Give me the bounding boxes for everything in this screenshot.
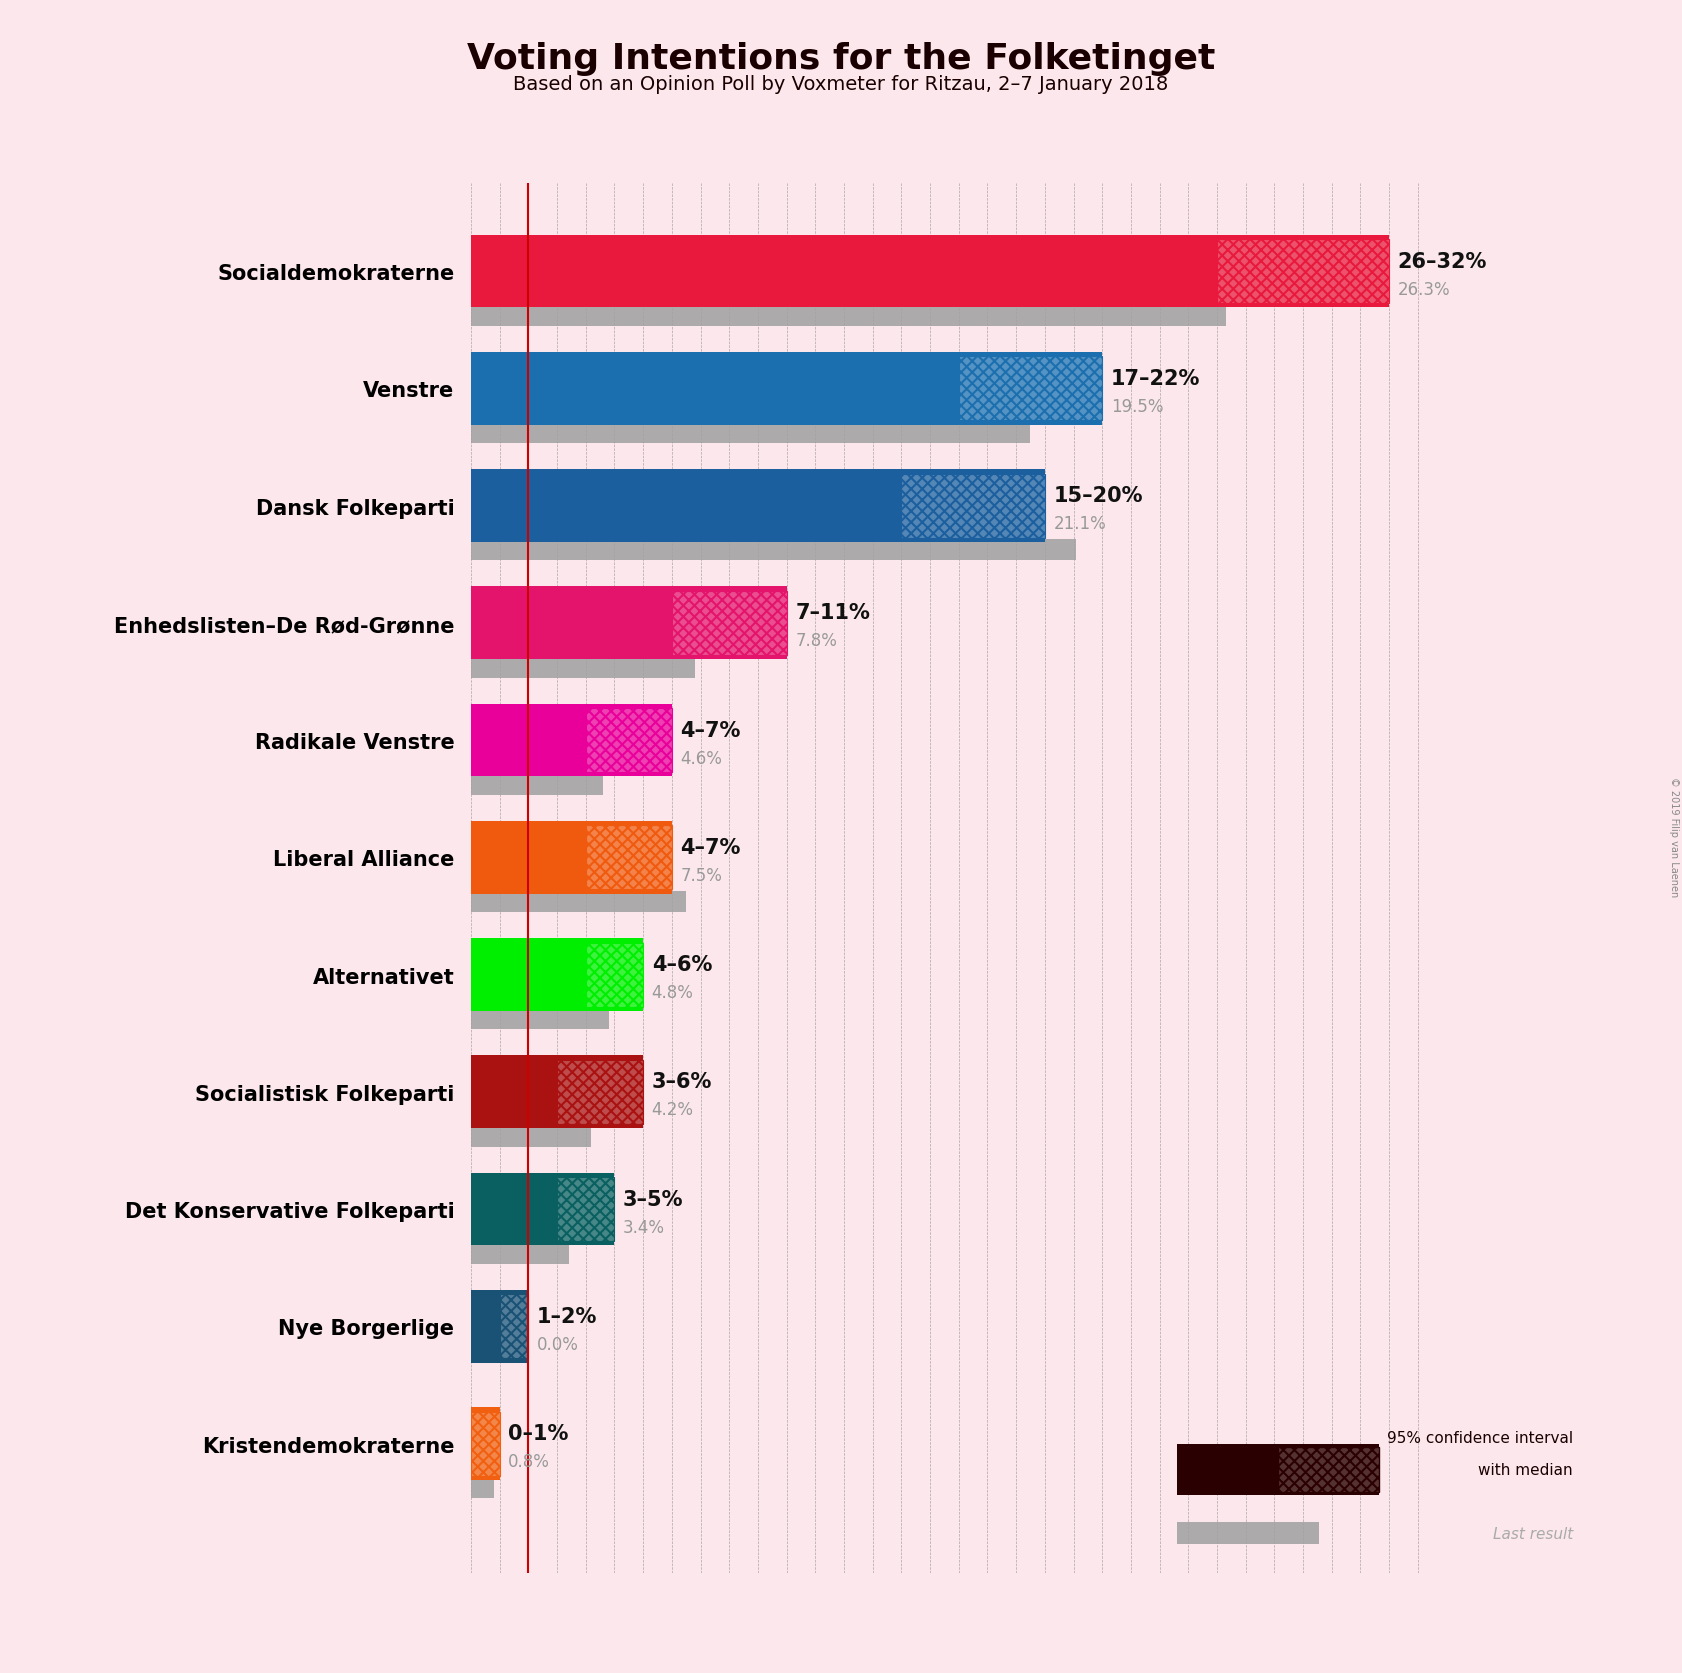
Bar: [471, 470, 1045, 542]
Bar: [557, 1061, 643, 1124]
Bar: [471, 704, 671, 776]
Bar: [1218, 239, 1389, 304]
Bar: [471, 939, 643, 1010]
Text: 4.6%: 4.6%: [681, 750, 722, 768]
Bar: [1218, 239, 1389, 304]
Bar: [585, 709, 671, 773]
Bar: [471, 540, 1076, 560]
Bar: [585, 944, 643, 1007]
Text: 21.1%: 21.1%: [1053, 515, 1107, 532]
Bar: [471, 1173, 614, 1246]
Text: 26–32%: 26–32%: [1398, 251, 1487, 271]
Bar: [585, 826, 671, 890]
Text: 3–5%: 3–5%: [622, 1190, 683, 1210]
Bar: [902, 475, 1045, 539]
Text: 1–2%: 1–2%: [537, 1307, 597, 1327]
Text: © 2019 Filip van Laenen: © 2019 Filip van Laenen: [1669, 776, 1679, 897]
Bar: [557, 1178, 614, 1241]
Text: 0–1%: 0–1%: [508, 1424, 569, 1444]
Bar: [471, 1290, 528, 1363]
Bar: [471, 1477, 495, 1499]
Text: 7–11%: 7–11%: [796, 602, 870, 622]
Text: 3.4%: 3.4%: [622, 1218, 664, 1236]
Bar: [1278, 1447, 1379, 1492]
Text: 15–20%: 15–20%: [1053, 485, 1144, 505]
Bar: [471, 236, 1389, 308]
Bar: [471, 587, 787, 659]
Text: 4–7%: 4–7%: [681, 719, 740, 739]
Bar: [557, 1061, 643, 1124]
Text: Based on an Opinion Poll by Voxmeter for Ritzau, 2–7 January 2018: Based on an Opinion Poll by Voxmeter for…: [513, 75, 1169, 94]
Bar: [959, 356, 1102, 422]
Bar: [471, 423, 1031, 443]
Bar: [471, 1126, 592, 1146]
Bar: [585, 944, 643, 1007]
Bar: [471, 1009, 609, 1029]
Text: 4–7%: 4–7%: [681, 836, 740, 857]
Text: 4.2%: 4.2%: [651, 1101, 693, 1119]
Text: 4–6%: 4–6%: [651, 955, 711, 974]
Bar: [1177, 1444, 1379, 1496]
Bar: [671, 592, 787, 656]
Bar: [1278, 1447, 1379, 1492]
Bar: [500, 1295, 528, 1358]
Bar: [471, 657, 695, 678]
Text: 0.0%: 0.0%: [537, 1335, 579, 1353]
Text: 4.8%: 4.8%: [651, 984, 693, 1002]
Text: 19.5%: 19.5%: [1110, 398, 1164, 415]
Text: 17–22%: 17–22%: [1110, 368, 1201, 388]
Bar: [557, 1178, 614, 1241]
Bar: [471, 353, 1102, 425]
Bar: [585, 709, 671, 773]
Text: 7.8%: 7.8%: [796, 632, 838, 651]
Bar: [959, 356, 1102, 422]
Bar: [500, 1295, 528, 1358]
Bar: [471, 1243, 569, 1265]
Bar: [471, 1056, 643, 1129]
Text: Last result: Last result: [1492, 1526, 1573, 1541]
Bar: [471, 1412, 500, 1476]
Bar: [585, 826, 671, 890]
Bar: [471, 775, 602, 795]
Bar: [471, 892, 686, 912]
Bar: [471, 1407, 500, 1481]
Text: Voting Intentions for the Folketinget: Voting Intentions for the Folketinget: [468, 42, 1214, 75]
Bar: [471, 306, 1226, 326]
Text: 26.3%: 26.3%: [1398, 281, 1450, 298]
Text: 3–6%: 3–6%: [651, 1072, 711, 1091]
Text: 0.8%: 0.8%: [508, 1452, 550, 1471]
Bar: [902, 475, 1045, 539]
Text: with median: with median: [1478, 1462, 1573, 1477]
Text: 95% confidence interval: 95% confidence interval: [1388, 1430, 1573, 1445]
Bar: [471, 821, 671, 893]
Text: 7.5%: 7.5%: [681, 867, 722, 885]
Bar: [671, 592, 787, 656]
Bar: [471, 1412, 500, 1476]
Bar: [1177, 1522, 1319, 1544]
